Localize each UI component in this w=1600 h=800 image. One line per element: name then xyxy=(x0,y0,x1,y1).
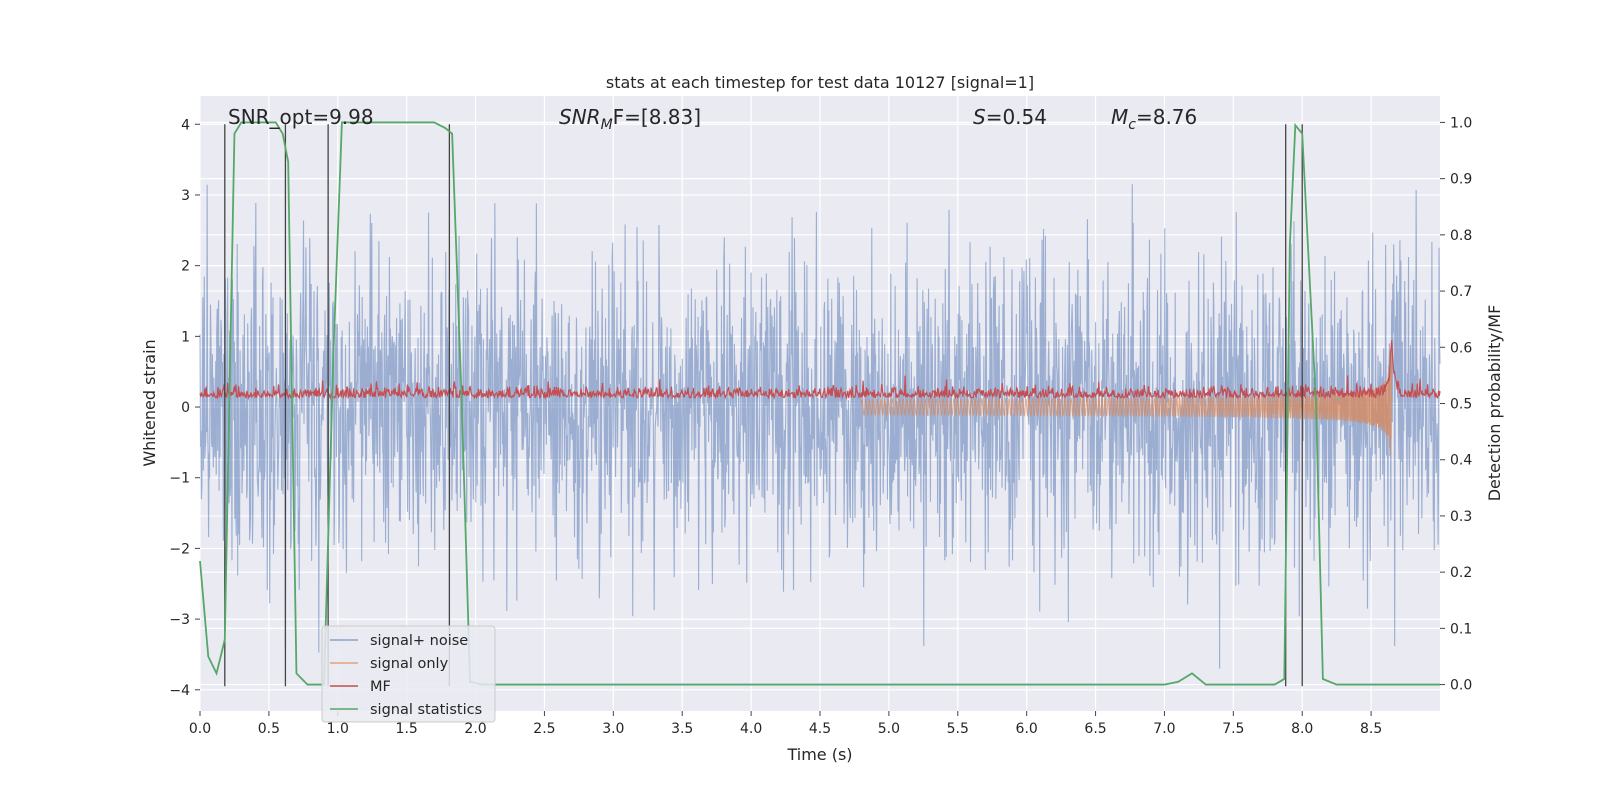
noise-series xyxy=(199,184,1441,669)
right-y-tick-label: 0.8 xyxy=(1450,228,1472,244)
right-y-tick-label: 0.9 xyxy=(1450,172,1472,188)
x-tick-label: 3.0 xyxy=(602,721,624,737)
left-y-tick-label: 0 xyxy=(181,400,190,416)
right-y-tick-label: 0.4 xyxy=(1450,453,1472,469)
mc-subscript: c xyxy=(1128,117,1136,133)
legend-label-signal-statistics: signal statistics xyxy=(370,702,482,718)
mc-symbol: M xyxy=(1111,105,1128,129)
x-tick-label: 5.5 xyxy=(947,721,969,737)
right-y-tick-label: 1.0 xyxy=(1450,115,1472,131)
right-y-axis-ticks: 0.0 0.1 0.2 0.3 0.4 0.5 0.6 0.7 0.8 0.9 1.0 xyxy=(1440,115,1472,694)
x-tick-label: 2.0 xyxy=(464,721,486,737)
signal-statistics-line xyxy=(199,121,1440,686)
snr-mf-value: F=[8.83] xyxy=(613,105,701,129)
right-y-tick-label: 0.5 xyxy=(1450,397,1472,413)
x-tick-label: 4.5 xyxy=(809,721,831,737)
x-tick-label: 2.5 xyxy=(533,721,555,737)
right-y-tick-label: 0.7 xyxy=(1450,284,1472,300)
s-symbol: S xyxy=(973,105,986,129)
mf-line xyxy=(199,340,1441,401)
stats-series xyxy=(199,121,1440,686)
legend-frame xyxy=(321,625,496,723)
right-y-tick-label: 0.3 xyxy=(1450,509,1472,525)
right-y-tick-label: 0.1 xyxy=(1450,621,1472,637)
right-y-tick-label: 0.0 xyxy=(1450,678,1472,694)
x-axis-ticks: 0.0 0.5 1.0 1.5 2.0 2.5 3.0 3.5 4.0 4.5 5.0 5.5 6.0 6… xyxy=(189,711,1382,737)
snr-opt-annotation: SNR_opt=9.98 xyxy=(228,105,374,129)
x-tick-label: 0.5 xyxy=(258,721,280,737)
legend-label-noise: signal+ noise xyxy=(370,633,468,649)
left-y-axis-label: Whitened strain xyxy=(140,339,159,466)
mc-value: =8.76 xyxy=(1136,105,1197,129)
x-tick-label: 7.0 xyxy=(1153,721,1175,737)
left-y-tick-label: 1 xyxy=(181,329,190,345)
x-tick-label: 6.0 xyxy=(1016,721,1038,737)
x-tick-label: 6.5 xyxy=(1084,721,1106,737)
left-y-tick-label: 2 xyxy=(181,259,190,275)
snr-mf-annotation: SNRMF=[8.83] xyxy=(559,105,701,133)
x-tick-label: 5.0 xyxy=(878,721,900,737)
x-tick-label: 1.5 xyxy=(396,721,418,737)
legend: signal+ noise signal only MF signal stat… xyxy=(321,625,496,723)
left-y-tick-label: 4 xyxy=(181,117,190,133)
snr-mf-symbol: SNR xyxy=(559,105,601,129)
right-y-tick-label: 0.2 xyxy=(1450,565,1472,581)
s-value: =0.54 xyxy=(986,105,1047,129)
x-tick-label: 8.0 xyxy=(1291,721,1313,737)
x-tick-label: 8.5 xyxy=(1360,721,1382,737)
x-tick-label: 7.5 xyxy=(1222,721,1244,737)
x-tick-label: 1.0 xyxy=(327,721,349,737)
mf-series xyxy=(199,340,1441,401)
signal-plus-noise-line xyxy=(199,184,1441,669)
x-tick-label: 3.5 xyxy=(671,721,693,737)
x-tick-label: 4.0 xyxy=(740,721,762,737)
x-axis-label: Time (s) xyxy=(786,745,852,764)
snr-mf-subscript: M xyxy=(601,117,613,133)
chart-title: stats at each timestep for test data 101… xyxy=(606,73,1034,92)
left-y-tick-label: 3 xyxy=(181,188,190,204)
mc-annotation: Mc=8.76 xyxy=(1111,105,1197,133)
left-y-tick-label: −1 xyxy=(169,471,190,487)
legend-label-signal-only: signal only xyxy=(370,656,449,672)
s-annotation: S=0.54 xyxy=(973,105,1047,129)
legend-label-mf: MF xyxy=(370,679,391,695)
left-y-axis-ticks: −4 −3 −2 −1 0 1 2 3 4 xyxy=(169,117,200,699)
left-y-tick-label: −4 xyxy=(169,683,190,699)
right-y-tick-label: 0.6 xyxy=(1450,340,1472,356)
right-y-axis-label: Detection probability/MF xyxy=(1485,305,1504,502)
x-tick-label: 0.0 xyxy=(189,721,211,737)
left-y-tick-label: −2 xyxy=(169,541,190,557)
left-y-tick-label: −3 xyxy=(169,612,190,628)
